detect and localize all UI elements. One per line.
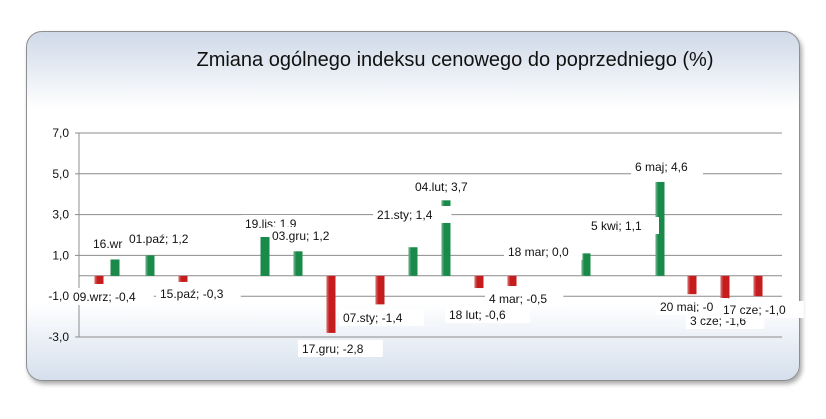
data-label-background (89, 235, 129, 252)
bar-highlight (441, 200, 444, 276)
bar (178, 275, 188, 282)
data-label-background (339, 309, 424, 326)
bar (720, 275, 730, 299)
y-tick-label: -3,0 (48, 330, 69, 344)
bar (687, 275, 697, 295)
bar-highlight (145, 255, 148, 276)
y-tick-label: -1,0 (48, 289, 69, 303)
bar-highlight (94, 275, 97, 284)
y-axis-ticks: 7,0 5,0 3,0 1,0 -1,0 -3,0 (48, 126, 79, 344)
data-label: 01.paź; 1,2 (129, 232, 189, 246)
data-label: 21.sty; 1,4 (377, 208, 433, 222)
bar (326, 275, 336, 333)
data-label-background (268, 227, 347, 244)
y-tick-label: 1,0 (52, 248, 69, 262)
data-label: 07.sty; -1,4 (343, 311, 403, 325)
data-label-background (631, 158, 703, 175)
data-label-background (485, 290, 564, 307)
bar-highlight (687, 275, 690, 295)
data-label: 17 cze; -1,0 (723, 303, 786, 317)
data-label-background (373, 206, 452, 223)
data-label: 6 maj; 4,6 (635, 160, 688, 174)
chart-title: Zmiana ogólnego indeksu cenowego do popr… (196, 49, 713, 71)
data-label: 04.lut; 3,7 (415, 180, 468, 194)
data-label: 5 kwi; 1,1 (591, 219, 642, 233)
data-label: 17.gru; -2,8 (302, 342, 364, 356)
bar-highlight (753, 275, 756, 297)
bar (375, 275, 385, 305)
data-label: 18 lut; -0,6 (449, 308, 506, 322)
data-label: 09.wrz; -0,4 (73, 290, 136, 304)
bar-highlight (178, 275, 181, 282)
bar (753, 275, 763, 297)
data-label-background (504, 243, 583, 260)
data-label: 03.gru; 1,2 (272, 229, 330, 243)
data-label-background (656, 298, 728, 315)
bar (581, 253, 591, 276)
y-tick-label: 3,0 (52, 208, 69, 222)
bar-highlight (375, 275, 378, 305)
data-label-background (445, 306, 530, 323)
bar-highlight (507, 275, 510, 286)
bar (441, 200, 451, 276)
bar-highlight (408, 247, 411, 276)
bar-overlay (110, 259, 120, 276)
data-label: 15.paź; -0,3 (160, 287, 224, 301)
data-label-background (719, 301, 804, 318)
y-tick-label: 5,0 (52, 167, 69, 181)
bar-overlay (260, 237, 270, 276)
bar (145, 255, 155, 276)
data-label-background (125, 230, 204, 247)
data-label: 18 mar; 0,0 (508, 245, 569, 259)
data-label: 20 maj; -0 (660, 300, 714, 314)
bar (655, 181, 665, 276)
data-label-background (587, 217, 659, 234)
bar-highlight (474, 275, 477, 289)
y-tick-label: 7,0 (52, 126, 69, 140)
data-label-background (411, 178, 490, 195)
bar (94, 275, 104, 284)
data-label-background (298, 340, 383, 357)
bar (507, 275, 517, 286)
bar-highlight (581, 253, 584, 276)
bar-highlight (326, 275, 329, 333)
data-label: 16.wr (93, 237, 122, 251)
data-label-background (156, 285, 241, 302)
data-label-background (69, 288, 154, 305)
data-label: 4 mar; -0,5 (489, 292, 547, 306)
bar (474, 275, 484, 289)
bar-highlight (720, 275, 723, 299)
bar-highlight (293, 251, 296, 276)
bar (293, 251, 303, 276)
data-labels: 09.wrz; -0,4 16.wr 01.paź; 1,2 15.paź; -0,3… (69, 158, 804, 357)
bar (408, 247, 418, 276)
